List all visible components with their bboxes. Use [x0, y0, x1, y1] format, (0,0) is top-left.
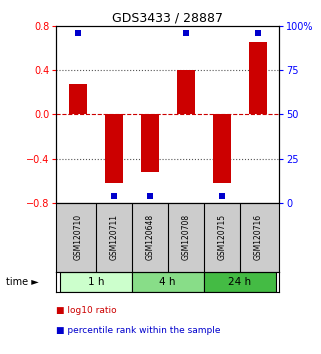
- Text: ■ log10 ratio: ■ log10 ratio: [56, 306, 117, 315]
- Bar: [69, 85, 87, 114]
- Bar: [249, 42, 267, 114]
- Bar: [213, 114, 231, 183]
- Bar: [60, 272, 132, 292]
- Text: GSM120716: GSM120716: [253, 214, 262, 261]
- Bar: [204, 272, 276, 292]
- Text: GSM120715: GSM120715: [217, 214, 226, 261]
- Text: time ►: time ►: [6, 277, 39, 287]
- Text: GSM120708: GSM120708: [181, 214, 190, 261]
- Text: GSM120710: GSM120710: [73, 214, 82, 261]
- Title: GDS3433 / 28887: GDS3433 / 28887: [112, 12, 223, 25]
- Text: 4 h: 4 h: [160, 277, 176, 287]
- Bar: [105, 114, 123, 183]
- Bar: [177, 70, 195, 114]
- Text: GSM120711: GSM120711: [109, 215, 118, 260]
- Text: 24 h: 24 h: [228, 277, 251, 287]
- Bar: [132, 272, 204, 292]
- Text: 1 h: 1 h: [88, 277, 104, 287]
- Bar: [141, 114, 159, 172]
- Text: ■ percentile rank within the sample: ■ percentile rank within the sample: [56, 326, 221, 335]
- Text: GSM120648: GSM120648: [145, 214, 154, 261]
